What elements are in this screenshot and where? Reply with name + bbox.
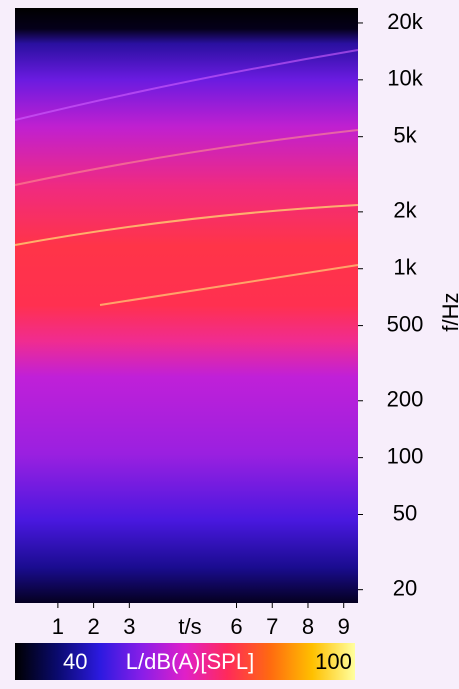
y-tick-label: 50	[393, 500, 417, 525]
x-tick-label: 2	[87, 614, 99, 639]
colorbar-label: L/dB(A)[SPL]	[126, 649, 254, 674]
spectrogram	[15, 8, 358, 603]
y-tick-label: 20k	[387, 9, 423, 34]
y-tick-label: 1k	[393, 255, 417, 280]
y-tick-label: 100	[387, 443, 424, 468]
x-tick-label: 7	[266, 614, 278, 639]
x-tick-label: 3	[123, 614, 135, 639]
x-tick-label: 6	[230, 614, 242, 639]
y-tick-label: 200	[387, 387, 424, 412]
x-tick-label: 1	[52, 614, 64, 639]
colorbar-tick-label: 40	[63, 649, 87, 674]
y-tick-label: 10k	[387, 66, 423, 91]
x-tick-label: 9	[338, 614, 350, 639]
chart: 123 6789 20k 10k 5k 2k 1k 500 200 100 50 20 f/Hz t/…	[0, 0, 459, 684]
y-tick-label: 5k	[393, 123, 417, 148]
y-tick-label: 500	[387, 311, 424, 336]
colorbar-tick-label: 100	[315, 649, 352, 674]
page: {"chart_data": { "type": "spectrogram", …	[0, 0, 459, 684]
x-axis-label: t/s	[178, 614, 201, 639]
y-tick-label: 20	[393, 575, 417, 600]
y-axis-label: f/Hz	[438, 292, 459, 331]
spectrogram-image	[15, 8, 358, 603]
x-tick-label: 8	[302, 614, 314, 639]
y-tick-label: 2k	[393, 198, 417, 223]
